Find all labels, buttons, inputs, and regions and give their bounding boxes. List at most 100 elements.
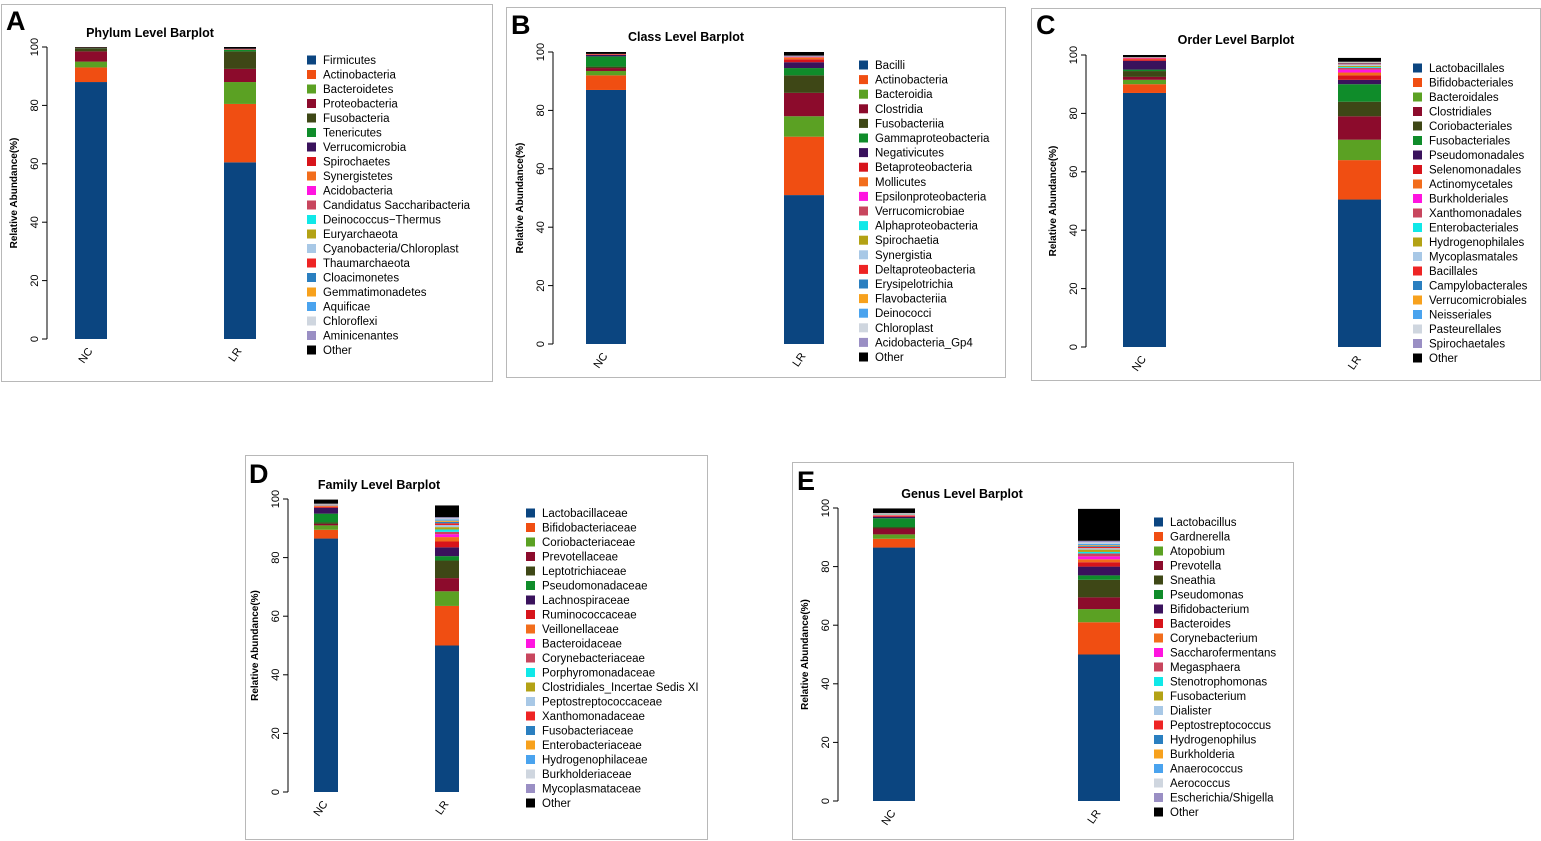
legend-label: Hydrogenophilus [1170,735,1257,747]
legend-swatch [859,119,868,128]
legend-swatch [1413,354,1422,363]
legend-swatch [1154,590,1163,599]
bar-segment [435,537,459,541]
legend-label: Pseudomonas [1170,590,1244,602]
legend-swatch [307,331,316,340]
bar-segment [1078,597,1120,609]
legend-label: Lachnospiraceae [542,595,630,607]
legend-swatch [859,309,868,318]
chart-title: Class Level Barplot [628,30,745,44]
y-tick-label: 40 [535,221,547,233]
class-barplot: Class Level Barplot020406080100Relative … [507,8,1007,379]
bar-segment [1123,84,1166,93]
legend-label: Actinobacteria [323,70,396,82]
y-tick-label: 100 [1068,46,1080,64]
legend-swatch [307,302,316,311]
legend-label: Fusobacteriaceae [542,726,633,738]
x-tick-label: NC [312,799,331,819]
bar-segment [1338,84,1381,102]
legend-swatch [307,99,316,108]
y-axis-label: Relative Abundance(%) [9,138,20,249]
bar-segment [314,507,338,508]
legend-label: Spirochaetales [1429,339,1505,351]
legend-swatch [1154,663,1163,672]
bar-segment [435,532,459,534]
legend-swatch [526,639,535,648]
bar-segment [314,539,338,792]
bar-segment [873,529,915,535]
legend-swatch [859,221,868,230]
legend-swatch [1154,518,1163,527]
legend-swatch [1413,194,1422,203]
legend-label: Other [323,345,352,357]
bar-segment [784,57,824,58]
y-tick-label: 60 [820,619,832,631]
legend-label: Synergistia [875,250,932,262]
legend-label: Bacillales [1429,266,1478,278]
legend-swatch [859,134,868,143]
legend-swatch [307,273,316,282]
y-tick-label: 40 [820,678,832,690]
y-tick-label: 100 [535,43,547,61]
bar-segment [1338,102,1381,117]
legend-swatch [1413,180,1422,189]
legend-swatch [307,157,316,166]
legend-swatch [859,163,868,172]
legend-label: Flavobacteriia [875,294,947,306]
legend-label: Verrucomicrobiae [875,206,964,218]
bar-segment [1078,552,1120,553]
bar-segment [224,104,256,162]
bar-segment [1078,545,1120,546]
bar-segment [1338,80,1381,84]
legend-swatch [307,70,316,79]
bar-segment [586,52,626,54]
bar-segment [314,525,338,529]
bar-segment [586,56,626,66]
bar-segment [224,51,256,69]
legend-swatch [1413,122,1422,131]
legend-swatch [1154,721,1163,730]
y-tick-label: 20 [820,736,832,748]
legend-label: Synergistetes [323,171,393,183]
legend-swatch [526,538,535,547]
legend-swatch [307,128,316,137]
y-axis-label: Relative Abundance(%) [800,599,811,710]
legend-swatch [307,230,316,239]
legend-swatch [526,654,535,663]
legend-label: Mycoplasmataceae [542,784,641,796]
legend-swatch [1154,605,1163,614]
bar-segment [224,82,256,104]
y-tick-label: 100 [820,499,832,517]
y-tick-label: 80 [535,104,547,116]
legend-label: Porphyromonadaceae [542,668,655,680]
bar-segment [314,514,338,523]
bar-segment [75,82,107,339]
bar-segment [873,548,915,801]
legend-label: Mycoplasmatales [1429,252,1518,264]
genus-barplot: Genus Level Barplot020406080100Relative … [793,463,1295,841]
legend-swatch [526,755,535,764]
bar-segment [784,137,824,195]
legend-swatch [859,177,868,186]
bar-segment [1078,550,1120,552]
legend-swatch [1154,619,1163,628]
x-tick-label: NC [592,351,611,371]
legend-swatch [1154,764,1163,773]
y-axis-label: Relative Abundance(%) [1048,146,1059,257]
legend-swatch [1413,93,1422,102]
legend-label: Corynebacteriaceae [542,653,645,665]
legend-swatch [1413,165,1422,174]
bar-segment [1338,70,1381,73]
legend-label: Burkholderiaceae [542,769,632,781]
panel-letter-d: D [249,459,269,490]
legend-swatch [307,85,316,94]
legend-swatch [526,567,535,576]
panel-letter-a: A [6,6,26,37]
legend-swatch [1154,779,1163,788]
legend-swatch [859,61,868,70]
bar-segment [75,48,107,51]
bar-segment [435,591,459,606]
bar-segment [1338,116,1381,139]
legend-swatch [307,56,316,65]
bar-segment [1078,562,1120,566]
